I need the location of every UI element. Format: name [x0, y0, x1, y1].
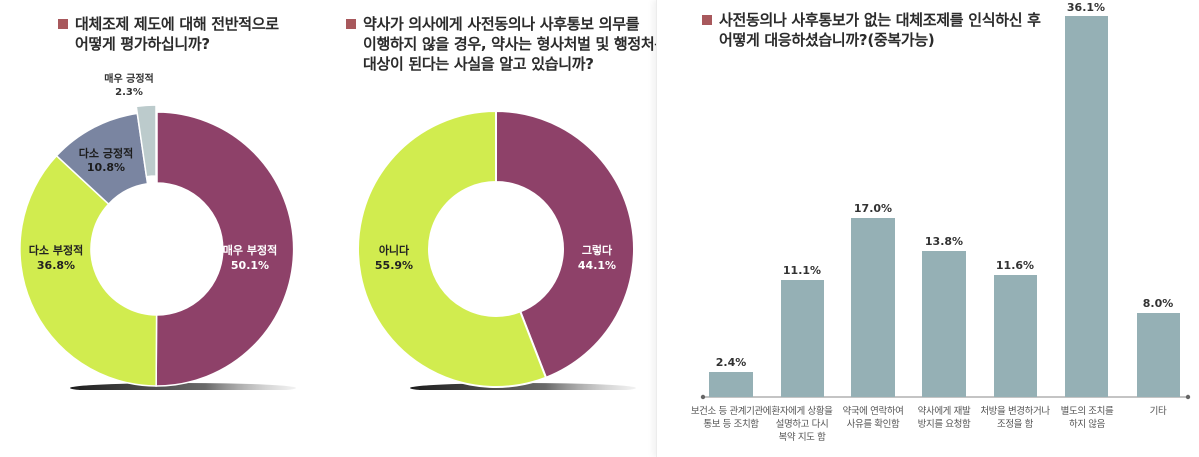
label-somewhat-positive: 다소 긍정적 [79, 146, 133, 160]
bar-no-action[interactable] [1065, 16, 1108, 397]
bar-other[interactable] [1137, 313, 1180, 397]
value-somewhat-positive: 10.8% [87, 161, 125, 174]
bar-value: 17.0% [853, 202, 893, 215]
bar-value: 11.1% [782, 264, 822, 277]
chart1-donut: 매우 부정적 50.1% 다소 부정적 36.8% 다소 긍정적 10.8% 매… [19, 72, 296, 390]
label-somewhat-negative: 다소 부정적 [29, 243, 83, 257]
title-bullet-icon [346, 19, 356, 29]
bar-request-prevention[interactable] [922, 251, 966, 397]
bar-value: 13.8% [924, 235, 964, 248]
slice-yes[interactable] [495, 109, 635, 379]
axis-end-dot [1185, 394, 1191, 400]
bar-value: 11.6% [995, 259, 1035, 272]
value-yes: 44.1% [578, 259, 616, 272]
chart1-title: 대체조제 제도에 대해 전반적으로 어떻게 평가하십니까? [58, 14, 279, 54]
bar-notify-authority[interactable] [709, 372, 753, 397]
bar-value: 36.1% [1066, 1, 1106, 14]
bar-contact-pharmacy[interactable] [851, 218, 895, 397]
slice-no[interactable] [357, 109, 548, 388]
bar-explain-to-patient[interactable] [781, 280, 824, 397]
bar-category-label: 약국에 연락하여 사유를 확인함 [842, 406, 904, 430]
bar-category-label: 보건소 등 관계기관에 통보 등 조치함 [690, 406, 772, 430]
bar-value: 8.0% [1142, 297, 1174, 310]
value-very-negative: 50.1% [231, 259, 269, 272]
value-very-positive: 2.3% [115, 87, 143, 98]
bar-panel: 사전동의나 사후통보가 없는 대체조제를 인식하신 후 어떻게 대응하셨습니까?… [656, 0, 1199, 457]
label-no: 아니다 [379, 243, 410, 257]
value-no: 55.9% [375, 259, 413, 272]
bar-category-label: 별도의 조치를 하지 않음 [1060, 406, 1114, 430]
bar-category-label: 처방을 변경하거나 조정을 함 [980, 406, 1050, 430]
title-bullet-icon [58, 19, 68, 29]
bar-category-label: 기타 [1149, 406, 1167, 417]
value-somewhat-negative: 36.8% [37, 259, 75, 272]
chart3-title: 사전동의나 사후통보가 없는 대체조제를 인식하신 후 어떻게 대응하셨습니까?… [702, 10, 1041, 50]
label-yes: 그렇다 [582, 243, 613, 257]
chart2-title: 약사가 의사에게 사전동의나 사후통보 의무를 이행하지 않을 경우, 약사는 … [346, 14, 668, 74]
bar-chart [700, 16, 1191, 400]
slice-very-negative[interactable] [155, 111, 295, 387]
donut-shadow [70, 383, 296, 390]
axis-start-dot [700, 394, 706, 400]
chart2-donut: 그렇다 44.1% 아니다 55.9% [357, 109, 636, 390]
bar-category-label: 약사에게 재발 방지를 요청함 [917, 406, 971, 430]
label-very-negative: 매우 부정적 [223, 243, 277, 257]
bar-value: 2.4% [715, 356, 747, 369]
slice-very-positive[interactable] [135, 104, 157, 178]
slice-somewhat-negative[interactable] [19, 154, 158, 387]
bar-category-label: 환자에게 상황을 설명하고 다시 복약 지도 함 [771, 406, 833, 443]
donut-panel: 대체조제 제도에 대해 전반적으로 어떻게 평가하십니까? 매우 부정적 50.… [19, 14, 668, 390]
label-very-positive: 매우 긍정적 [104, 72, 153, 85]
bar-change-prescription[interactable] [994, 275, 1037, 397]
title-bullet-icon [702, 15, 712, 25]
